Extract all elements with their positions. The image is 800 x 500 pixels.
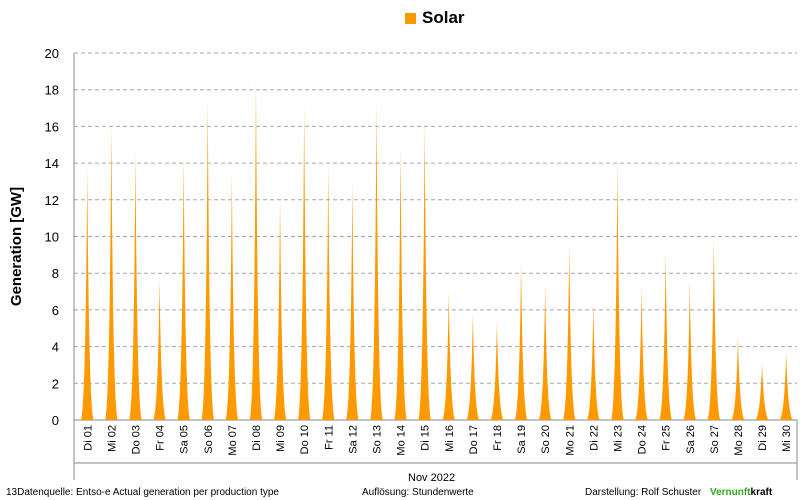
x-tick-label: Fr 11 — [323, 425, 335, 450]
x-tick-label: Do 03 — [130, 425, 142, 454]
legend-swatch-solar — [405, 12, 416, 24]
x-tick-label: Sa 26 — [685, 425, 697, 454]
footer-credit-text: Darstellung: Rolf Schuster — [585, 487, 702, 498]
solar-day-peak — [610, 161, 624, 420]
x-tick-label: So 06 — [203, 425, 215, 454]
solar-day-peak — [562, 243, 576, 420]
x-tick-label: So 13 — [371, 425, 383, 454]
y-tick-label: 16 — [45, 119, 59, 134]
x-tick-label: Fr 18 — [492, 425, 504, 451]
y-tick-label: 4 — [52, 340, 59, 355]
y-tick-label: 6 — [52, 303, 59, 318]
x-tick-label: Mo 21 — [564, 425, 576, 456]
footer-brand-green: Vernunft — [709, 487, 751, 498]
y-tick-label: 8 — [52, 266, 59, 281]
y-tick-label: 2 — [52, 376, 59, 391]
solar-day-peak — [707, 238, 721, 420]
chart-legend: Solar — [405, 8, 465, 28]
x-tick-label: Mi 30 — [781, 425, 793, 452]
x-tick-label: Sa 19 — [516, 425, 528, 454]
y-tick-label: 12 — [45, 193, 59, 208]
solar-day-peak — [635, 286, 649, 420]
x-axis-title: Nov 2022 — [408, 472, 456, 484]
solar-day-peak — [779, 352, 793, 420]
footer-brand-rest: kraft — [750, 487, 773, 498]
solar-day-peak — [345, 181, 359, 420]
x-tick-label: So 20 — [540, 425, 552, 454]
solar-day-peak — [273, 196, 287, 420]
solar-day-peak — [128, 150, 142, 420]
solar-day-peak — [683, 282, 697, 420]
solar-day-peak — [225, 174, 239, 420]
solar-day-peak — [659, 253, 673, 420]
x-tick-label: Mi 09 — [275, 425, 287, 452]
footer-resolution: Auflösung: Stundenwerte — [362, 487, 474, 498]
x-tick-label: Fr 04 — [155, 425, 167, 451]
x-tick-label: Mo 14 — [396, 425, 408, 456]
y-tick-label: 14 — [45, 156, 59, 171]
footer-source: 13Datenquelle: Entso-e Actual generation… — [6, 487, 279, 498]
solar-day-peak — [538, 284, 552, 420]
x-tick-label: Mo 07 — [227, 425, 239, 456]
x-tick-label: Fr 25 — [661, 425, 673, 451]
y-axis-title: Generation [GW] — [8, 187, 25, 306]
solar-day-peak — [490, 320, 504, 420]
solar-day-peak — [755, 363, 769, 420]
x-tick-label: Di 08 — [251, 425, 263, 451]
x-tick-label: Di 01 — [82, 425, 94, 451]
solar-day-peak — [731, 335, 745, 420]
solar-day-peak — [177, 155, 191, 420]
x-tick-label: Mi 23 — [612, 425, 624, 452]
x-tick-label: Mi 02 — [106, 425, 118, 452]
x-tick-label: Di 22 — [588, 425, 600, 451]
solar-day-peak — [586, 302, 600, 420]
x-tick-label: Do 10 — [299, 425, 311, 454]
solar-day-peak — [442, 291, 456, 420]
x-tick-label: Mi 16 — [444, 425, 456, 452]
footer-credit: Darstellung: Rolf Schuster Vernunftkraft — [585, 487, 772, 498]
y-tick-label: 0 — [52, 413, 59, 428]
footer-brand: Vernunftkraft — [710, 487, 772, 498]
solar-day-peak — [249, 80, 263, 421]
x-tick-label: Mo 28 — [733, 425, 745, 456]
solar-day-peak — [80, 166, 94, 420]
x-tick-label: Do 17 — [468, 425, 480, 454]
solar-day-peak — [104, 124, 118, 420]
solar-day-peak — [153, 278, 167, 420]
solar-day-peak — [466, 313, 480, 420]
x-tick-label: Sa 05 — [179, 425, 191, 454]
x-tick-label: So 27 — [709, 425, 721, 454]
solar-day-peak — [369, 102, 383, 421]
solar-day-peak — [418, 120, 432, 421]
solar-day-peak — [514, 262, 528, 420]
x-tick-label: Di 29 — [757, 425, 769, 451]
y-tick-label: 20 — [45, 46, 59, 61]
solar-day-peak — [201, 98, 215, 420]
solar-day-peak — [297, 104, 311, 420]
y-tick-label: 10 — [45, 230, 59, 245]
x-tick-label: Sa 12 — [347, 425, 359, 454]
x-tick-label: Do 24 — [637, 425, 649, 454]
solar-day-peak — [321, 164, 335, 420]
legend-label-solar: Solar — [422, 8, 465, 27]
solar-day-peak — [394, 146, 408, 420]
x-tick-label: Di 15 — [420, 425, 432, 451]
y-tick-label: 18 — [45, 83, 59, 98]
